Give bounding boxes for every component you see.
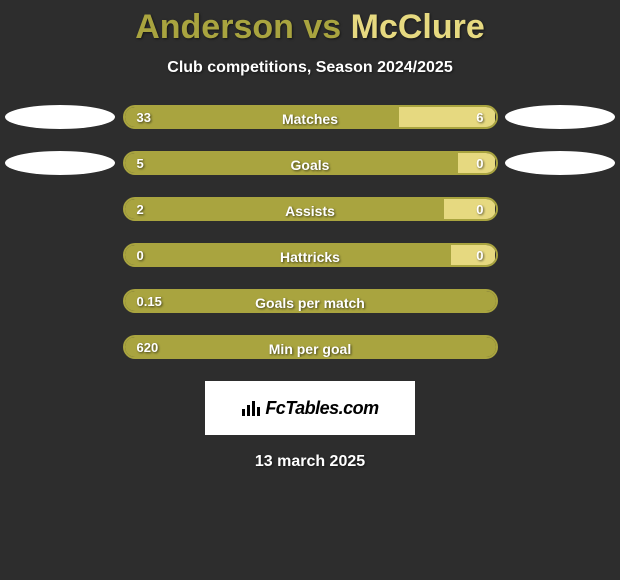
stat-value-right: 6 <box>476 110 495 125</box>
stat-row: 00Hattricks <box>0 243 620 267</box>
stat-bar: 50Goals <box>123 151 498 175</box>
comparison-infographic: Anderson vs McClure Club competitions, S… <box>0 0 620 471</box>
stat-row: 0.15Goals per match <box>0 289 620 313</box>
bar-segment-left: 5 <box>125 153 459 173</box>
stat-bar: 336Matches <box>123 105 498 129</box>
title-left-player: Anderson <box>135 8 294 46</box>
stat-value-left: 5 <box>125 156 144 171</box>
stat-bar: 0.15Goals per match <box>123 289 498 313</box>
stat-value-left: 0 <box>125 248 144 263</box>
stat-value-right: 0 <box>476 202 495 217</box>
stats-area: 336Matches50Goals20Assists00Hattricks0.1… <box>0 105 620 359</box>
title: Anderson vs McClure <box>0 8 620 47</box>
stat-row: 20Assists <box>0 197 620 221</box>
source-badge: FcTables.com <box>205 381 415 435</box>
player-marker-left <box>5 105 115 129</box>
chart-icon <box>241 399 261 417</box>
bar-segment-left: 0 <box>125 245 451 265</box>
badge-text: FcTables.com <box>265 398 378 419</box>
stat-bar: 00Hattricks <box>123 243 498 267</box>
player-marker-right <box>505 105 615 129</box>
bar-segment-right: 0 <box>451 245 496 265</box>
bar-segment-right: 0 <box>458 153 495 173</box>
stat-bar: 20Assists <box>123 197 498 221</box>
title-right-player: McClure <box>351 8 485 46</box>
player-marker-left <box>5 151 115 175</box>
stat-value-left: 0.15 <box>125 294 162 309</box>
player-marker-right <box>505 151 615 175</box>
date-label: 13 march 2025 <box>0 453 620 471</box>
stat-value-left: 620 <box>125 340 159 355</box>
stat-row: 620Min per goal <box>0 335 620 359</box>
title-vs: vs <box>303 8 341 46</box>
bar-segment-left: 620 <box>125 337 496 357</box>
bar-segment-right: 6 <box>399 107 495 127</box>
stat-value-right: 0 <box>476 248 495 263</box>
stat-value-left: 2 <box>125 202 144 217</box>
stat-row: 336Matches <box>0 105 620 129</box>
stat-row: 50Goals <box>0 151 620 175</box>
bar-segment-right: 0 <box>444 199 496 219</box>
stat-value-right: 0 <box>476 156 495 171</box>
stat-value-left: 33 <box>125 110 151 125</box>
bar-segment-left: 2 <box>125 199 444 219</box>
subtitle: Club competitions, Season 2024/2025 <box>0 59 620 77</box>
stat-bar: 620Min per goal <box>123 335 498 359</box>
bar-segment-left: 33 <box>125 107 400 127</box>
bar-segment-left: 0.15 <box>125 291 496 311</box>
